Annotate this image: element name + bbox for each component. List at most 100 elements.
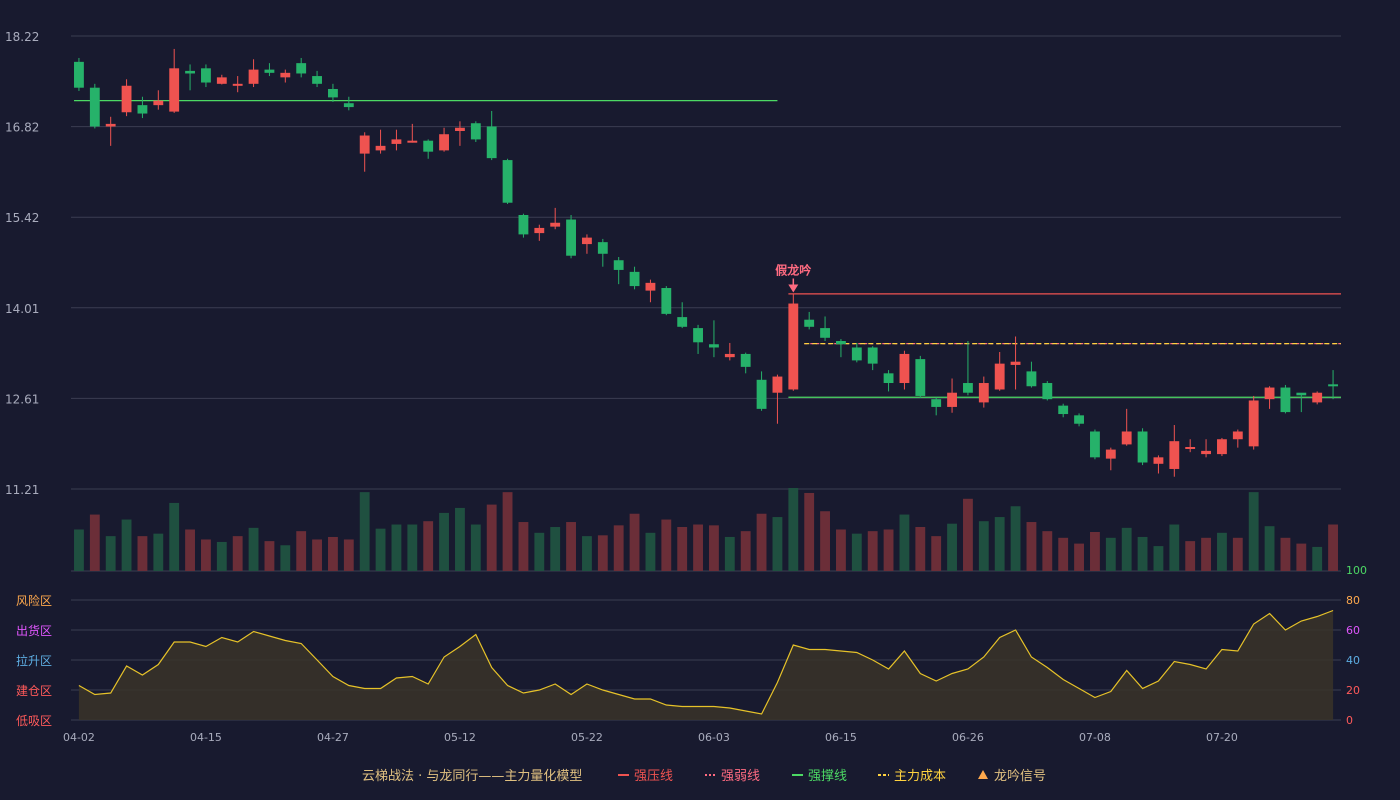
volume-bar xyxy=(89,514,100,571)
volume-bar xyxy=(597,535,608,571)
volume-bar xyxy=(185,529,195,571)
candle-body xyxy=(836,341,846,345)
volume-bar xyxy=(978,521,989,571)
candle-body xyxy=(772,376,783,393)
legend-cost-label: 主力成本 xyxy=(894,769,946,784)
candle-body xyxy=(534,227,545,234)
indicator-line xyxy=(78,609,1334,715)
candle-body xyxy=(312,76,322,84)
candle-body xyxy=(566,219,576,256)
volume-bar xyxy=(788,488,799,571)
candle-body xyxy=(851,347,862,361)
candle-body xyxy=(693,328,703,343)
volume-bar xyxy=(1312,546,1323,571)
indicator-tick-label: 80 xyxy=(1346,594,1360,607)
date-tick-label: 04-15 xyxy=(190,731,222,744)
candle-body xyxy=(724,353,735,358)
candle-body xyxy=(121,85,132,113)
candle-body xyxy=(1328,384,1338,387)
volume-bar xyxy=(1328,524,1338,571)
volume-bar xyxy=(740,531,751,571)
volume-bar xyxy=(1169,524,1180,571)
volume-bar xyxy=(407,524,418,571)
volume-bar xyxy=(804,492,815,571)
volume-bar xyxy=(121,519,132,571)
volume-bar xyxy=(1042,531,1053,571)
candle-body xyxy=(788,303,799,390)
candle-body xyxy=(89,87,100,127)
candle-body xyxy=(756,379,767,409)
candle-body xyxy=(1153,457,1164,464)
volume-bar xyxy=(867,531,878,571)
candle-body xyxy=(105,123,116,127)
candle-body xyxy=(74,61,84,88)
date-tick-label: 06-26 xyxy=(952,731,984,744)
indicator-tick-label: 0 xyxy=(1346,714,1353,727)
volume-bar xyxy=(756,513,767,571)
candle-body xyxy=(613,260,624,270)
candlesticks xyxy=(74,48,1338,477)
legend-support-label: 强撑线 xyxy=(808,769,847,784)
candle-body xyxy=(343,103,354,108)
date-tick-label: 05-22 xyxy=(571,731,603,744)
candle-body xyxy=(1312,392,1323,403)
signal-label: 假龙吟 xyxy=(775,262,811,277)
candle-body xyxy=(407,140,418,143)
candle-body xyxy=(963,383,973,393)
volume-bar xyxy=(470,524,481,571)
candle-body xyxy=(1280,387,1291,413)
candle-body xyxy=(629,271,640,287)
volume-bar xyxy=(582,536,592,571)
volume-bar xyxy=(280,545,291,571)
legend-resistance-label: 强压线 xyxy=(634,769,673,784)
legend-weak-label: 强弱线 xyxy=(721,769,760,784)
volume-bar xyxy=(455,507,465,571)
candle-body xyxy=(645,282,656,291)
volume-bar xyxy=(1217,532,1227,571)
volume-bar xyxy=(486,504,497,571)
candle-body xyxy=(153,100,164,106)
date-tick-label: 07-20 xyxy=(1206,731,1238,744)
candle-body xyxy=(550,222,561,227)
candle-body xyxy=(1026,371,1037,387)
candle-body xyxy=(264,69,275,73)
candle-body xyxy=(978,383,989,403)
date-tick-label: 05-12 xyxy=(444,731,476,744)
candle-body xyxy=(232,83,243,86)
candle-body xyxy=(502,160,513,203)
volume-bar xyxy=(820,511,830,571)
candle-body xyxy=(423,140,434,152)
volume-bar xyxy=(1232,537,1243,571)
volume-bar xyxy=(343,539,354,571)
volume-bar xyxy=(1137,536,1148,571)
date-axis: 04-02 04-15 04-27 05-12 05-22 06-03 06-15 06-26… xyxy=(63,731,1238,744)
volume-bar xyxy=(1121,527,1132,571)
candle-body xyxy=(185,70,195,74)
volume-bar xyxy=(851,533,862,571)
indicator-zone-label: 拉升区 xyxy=(16,653,52,668)
volume-bar xyxy=(613,525,624,571)
price-tick-label: 11.21 xyxy=(5,483,39,497)
indicator-tick-label: 40 xyxy=(1346,654,1360,667)
signal-arrow-head xyxy=(788,284,799,293)
volume-bar xyxy=(677,527,688,571)
candle-body xyxy=(1074,415,1084,424)
volume-bar xyxy=(693,524,703,571)
indicator-tick-label: 60 xyxy=(1346,624,1360,637)
candle-body xyxy=(1137,431,1148,463)
candle-body xyxy=(994,363,1005,390)
volume-bar xyxy=(169,502,180,571)
volume-bar xyxy=(423,521,434,571)
candle-body xyxy=(328,88,338,98)
volume-bar xyxy=(931,536,942,571)
volume-bar xyxy=(550,527,561,571)
candle-body xyxy=(470,123,481,140)
candle-body xyxy=(1105,449,1116,459)
candle-body xyxy=(1121,431,1132,445)
indicator-zone-label: 低吸区 xyxy=(16,714,52,728)
candle-body xyxy=(804,319,815,327)
volume-bar xyxy=(1090,531,1100,571)
volume-bar xyxy=(915,527,926,571)
candle-body xyxy=(899,353,910,384)
volume-bar xyxy=(1185,541,1196,571)
